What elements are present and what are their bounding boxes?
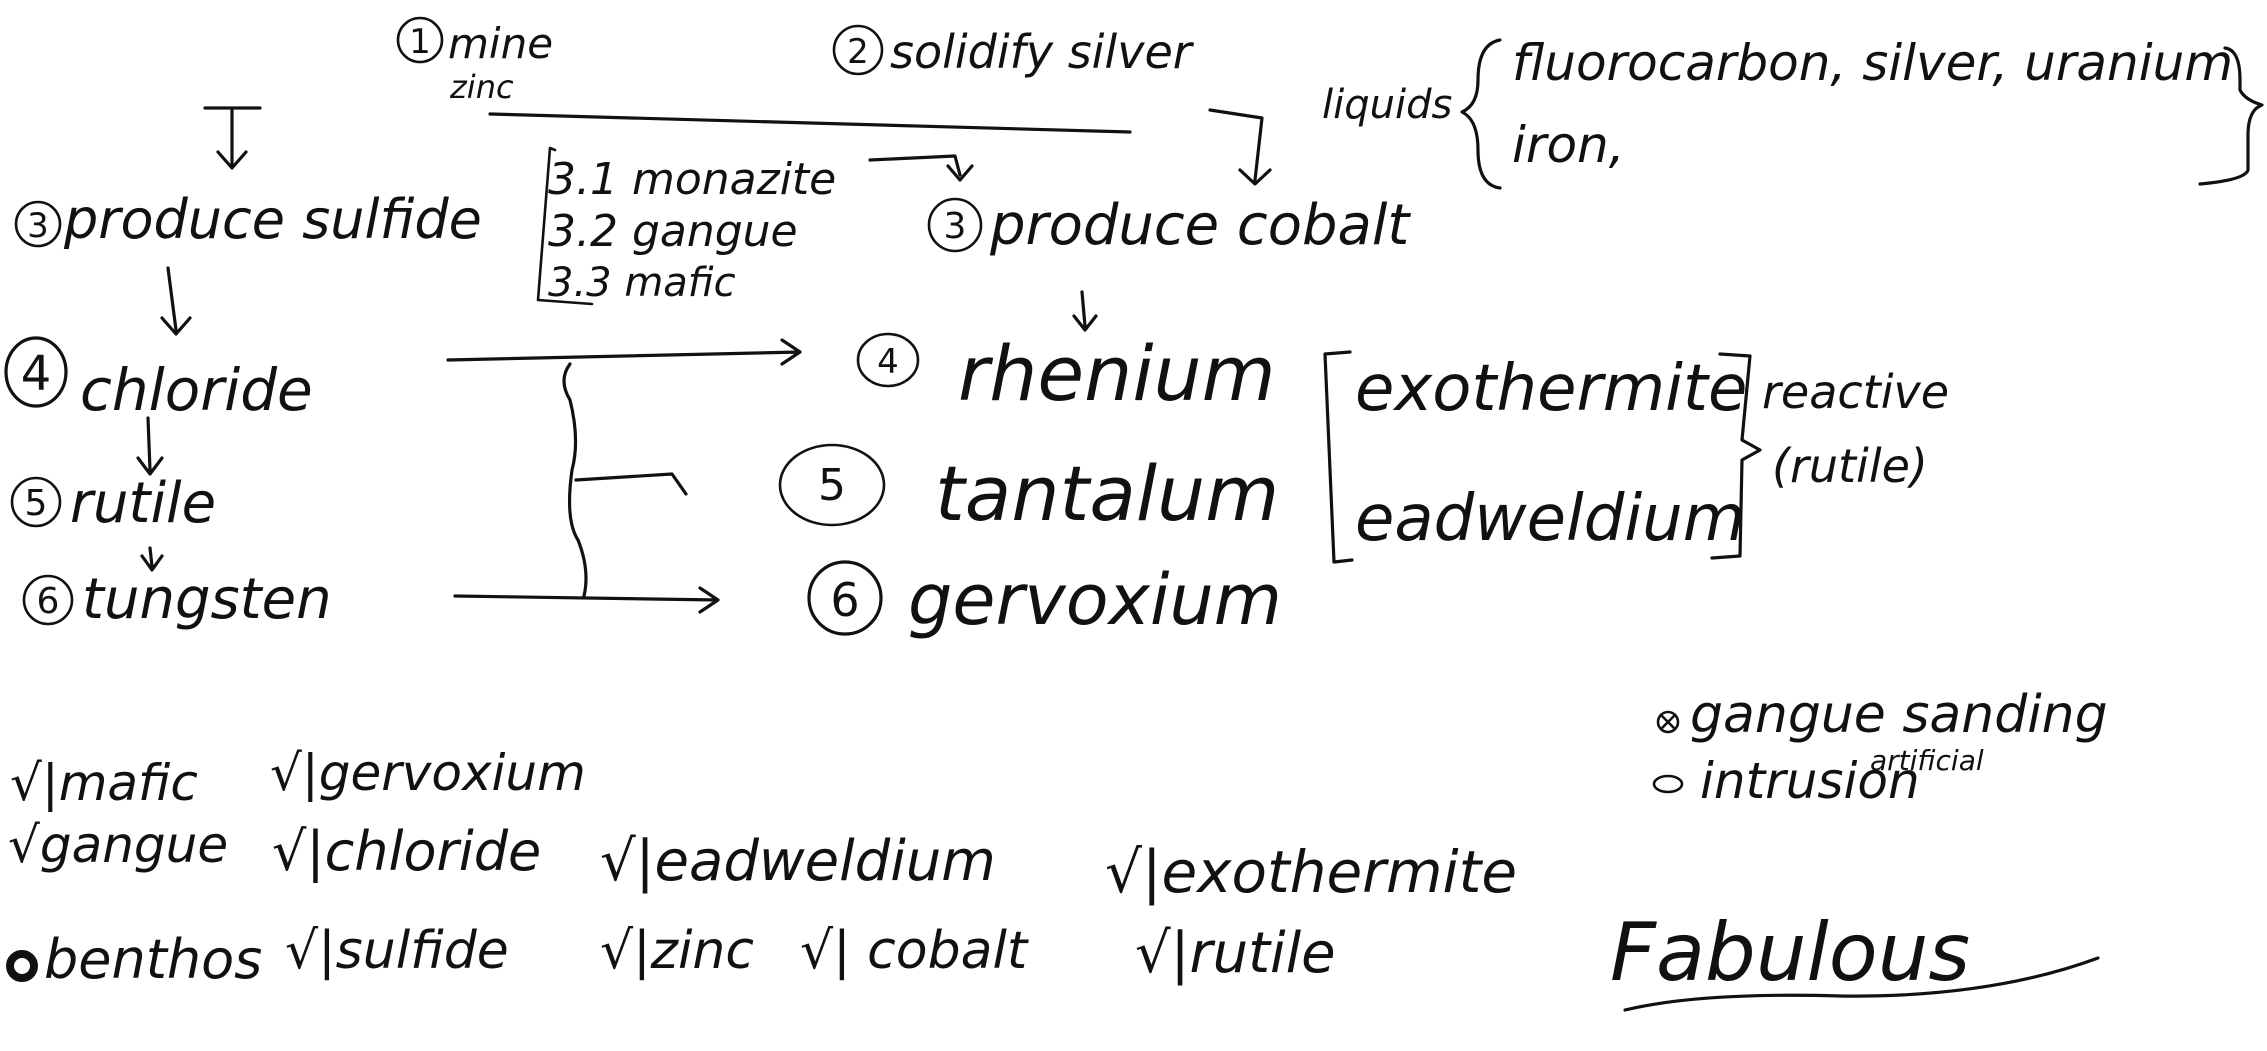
benthos-bullet <box>6 950 38 982</box>
check-cobalt: √| cobalt <box>800 921 1029 981</box>
check-zinc: √|zinc <box>600 921 754 981</box>
left-step4: 4 chloride <box>4 336 313 424</box>
right-step4: 4 rhenium <box>856 329 1276 418</box>
left-step6-label: tungsten <box>82 567 332 632</box>
left-step6-number: 6 <box>37 581 60 622</box>
liquids-left-brace <box>1460 38 1502 190</box>
check-eadweldium: √|eadweldium <box>600 829 996 894</box>
check-rutile: √|rutile <box>1135 921 1336 986</box>
arrow-tungsten-to-gervoxium <box>453 586 720 614</box>
note-gangue-sanding: gangue sanding <box>1690 685 2108 745</box>
left-step5-circle <box>10 476 62 528</box>
left-step4-number: 4 <box>21 346 52 402</box>
right-step4-number: 4 <box>877 342 899 382</box>
checklist: √|mafic √|gervoxium √gangue √|chloride √… <box>6 744 1517 991</box>
right-square-bracket <box>1710 352 1762 560</box>
step1-group: 1 mine zinc <box>396 16 553 106</box>
left-square-bracket <box>1323 350 1354 564</box>
liquids-right-brace <box>2198 46 2264 186</box>
right-step5: 5 tantalum <box>778 443 1279 538</box>
right-step6: 6 gervoxium <box>807 559 1282 641</box>
liquids-label: liquids <box>1322 82 1452 128</box>
arrow-to-sulfide <box>203 106 262 170</box>
step2-circle <box>832 24 884 76</box>
arrow-chloride-to-rutile <box>136 416 164 476</box>
arrow-sulfide-to-chloride <box>160 266 192 336</box>
arrow-chloride-to-rhenium <box>446 338 802 366</box>
arrow-cobalt-to-rhenium <box>1072 290 1098 332</box>
liquids-group: liquids fluorocarbon, silver, uranium ir… <box>1322 34 2264 190</box>
right-step5-label: tantalum <box>935 449 1279 538</box>
right-step3: 3 produce cobalt <box>927 193 1411 258</box>
arrow-rutile-to-tungsten <box>140 546 164 572</box>
check-gervoxium: √|gervoxium <box>270 744 586 802</box>
note-intrusion: intrusion <box>1700 752 1920 810</box>
reactive-note: (rutile) <box>1772 439 1928 493</box>
substeps-bracket <box>536 146 594 306</box>
step1-number: 1 <box>409 22 431 62</box>
left-step6-circle <box>22 574 74 626</box>
liquids-line1: fluorocarbon, silver, uranium <box>1512 34 2233 92</box>
step2-number: 2 <box>847 32 869 72</box>
right-step6-number: 6 <box>830 573 859 627</box>
right-step4-label: rhenium <box>958 329 1276 418</box>
check-mafic: √|mafic <box>10 754 198 812</box>
left-step6: 6 tungsten <box>22 567 332 632</box>
left-step5-number: 5 <box>25 483 48 524</box>
left-step3: 3 produce sulfide <box>14 188 482 251</box>
right-step4-circle <box>856 332 920 388</box>
right-step6-circle <box>807 560 883 636</box>
left-step3-circle <box>14 200 62 248</box>
step2-label: solidify silver <box>890 25 1195 79</box>
substep-1: 3.1 monazite <box>548 154 836 205</box>
step1-circle <box>396 16 444 64</box>
bracket-top-label: exothermite <box>1355 352 1747 426</box>
substep-3: 3.3 mafic <box>548 260 736 306</box>
left-step5-label: rutile <box>70 471 216 536</box>
check-benthos: benthos <box>44 928 262 991</box>
arrow-monazite-to-right <box>868 154 974 182</box>
reactive-bracket-group: exothermite eadweldium reactive (rutile) <box>1323 350 1949 564</box>
check-sulfide: √|sulfide <box>285 921 509 981</box>
note-fabulous: Fabulous <box>1610 906 1970 999</box>
right-step5-number: 5 <box>818 460 846 511</box>
right-step6-label: gervoxium <box>908 559 1282 641</box>
arrow-to-cobalt <box>1208 108 1272 186</box>
arrow-to-tantalum <box>574 472 688 496</box>
bracket-bottom-label: eadweldium <box>1355 482 1745 556</box>
right-step3-label: produce cobalt <box>989 193 1411 258</box>
notes-group: gangue sanding intrusion artificial Fabu… <box>1610 685 2108 1012</box>
reactive-label: reactive <box>1762 365 1949 419</box>
step1-sub: zinc <box>449 68 514 106</box>
gangue-bullet <box>1656 710 1680 734</box>
fabulous-underline <box>1623 956 2100 1012</box>
left-step3-label: produce sulfide <box>63 188 482 251</box>
top-divider-line <box>488 112 1132 134</box>
vertical-connector <box>562 362 588 598</box>
check-gangue: √gangue <box>8 816 228 874</box>
left-step4-label: chloride <box>80 356 313 424</box>
right-step5-circle <box>778 443 886 527</box>
right-step3-circle <box>927 197 983 253</box>
left-step4-circle <box>4 336 68 408</box>
substep-2: 3.2 gangue <box>548 206 798 257</box>
step2-group: 2 solidify silver <box>832 24 1195 79</box>
left-step3-number: 3 <box>27 206 49 246</box>
left-step5: 5 rutile <box>10 471 216 536</box>
gangue-bullet-cross <box>1659 713 1677 731</box>
step1-label: mine <box>448 19 553 68</box>
note-artificial: artificial <box>1870 744 1984 777</box>
intrusion-bullet <box>1652 774 1684 794</box>
right-step3-number: 3 <box>944 206 967 247</box>
check-chloride: √|chloride <box>272 820 541 883</box>
liquids-line2: iron, <box>1512 116 1625 174</box>
check-exothermite: √|exothermite <box>1105 838 1517 906</box>
substeps-group: 3.1 monazite 3.2 gangue 3.3 mafic <box>536 146 974 306</box>
